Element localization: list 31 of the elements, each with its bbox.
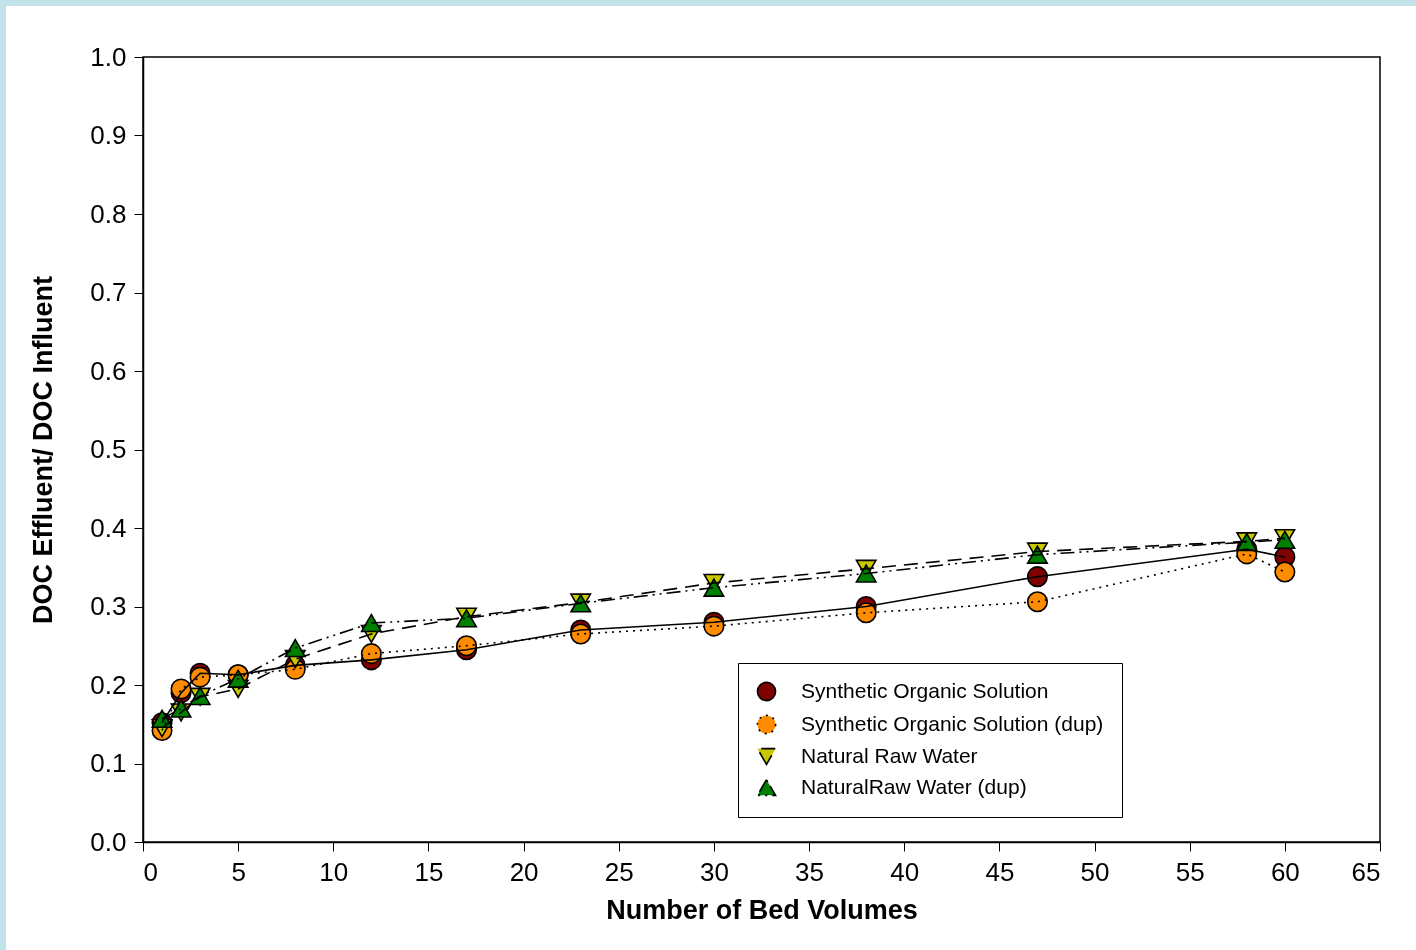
y-axis-title: DOC Effluent/ DOC Influent [28, 276, 59, 624]
y-tick-label: 0.4 [90, 512, 127, 543]
x-tick-label: 65 [1351, 856, 1381, 887]
x-tick-label: 60 [1270, 856, 1300, 887]
x-tick-label: 50 [1080, 856, 1110, 887]
y-tick-label: 0.3 [90, 591, 127, 621]
x-tick-label: 5 [231, 856, 246, 887]
y-tick-label: 0.2 [90, 669, 127, 700]
y-tick-label: 0.1 [90, 748, 127, 778]
x-tick-label: 25 [604, 856, 634, 887]
x-tick-label: 20 [509, 856, 539, 887]
y-tick-label: 0.8 [90, 198, 127, 229]
x-tick-label: 30 [699, 856, 729, 887]
y-tick-label: 0.6 [90, 355, 127, 386]
y-tick-label: 0.9 [90, 120, 127, 150]
x-tick-label: 45 [985, 856, 1015, 887]
x-tick-label: 35 [795, 856, 825, 887]
x-tick-label: 55 [1175, 856, 1205, 887]
legend-label: Synthetic Organic Solution [801, 678, 1049, 702]
y-tick-label: 0.0 [90, 826, 127, 857]
x-tick-label: 40 [890, 856, 920, 887]
x-tick-label: 10 [319, 856, 349, 887]
legend-label: Synthetic Organic Solution (dup) [801, 711, 1104, 735]
y-tick-label: 1.0 [90, 41, 127, 72]
legend-label: Natural Raw Water [801, 743, 978, 767]
legend-label: NaturalRaw Water (dup) [801, 774, 1027, 798]
x-tick-label: 15 [414, 856, 444, 887]
y-tick-label: 0.5 [90, 434, 127, 464]
x-tick-label: 0 [143, 856, 158, 887]
y-tick-label: 0.7 [90, 277, 127, 307]
x-axis-title: Number of Bed Volumes [606, 894, 918, 925]
